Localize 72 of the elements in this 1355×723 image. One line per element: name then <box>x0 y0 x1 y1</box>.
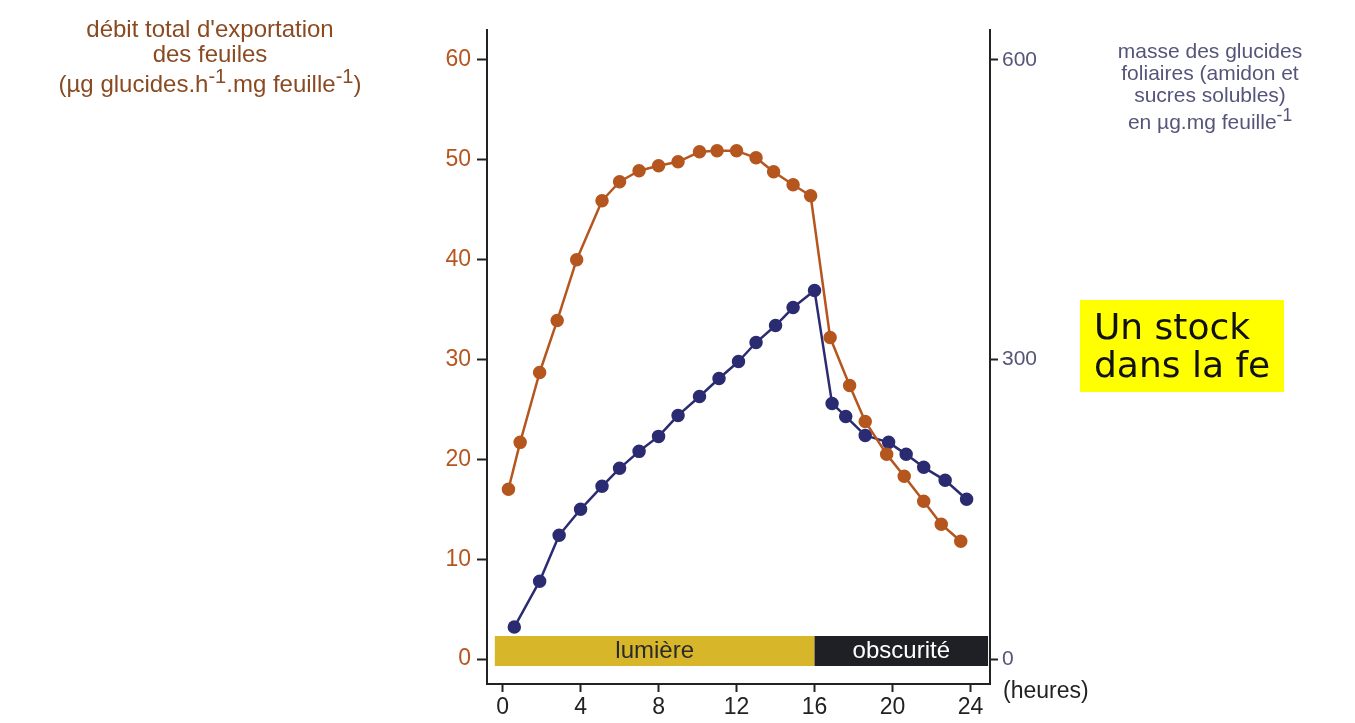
point <box>671 155 685 169</box>
point <box>786 178 800 192</box>
point <box>595 479 609 494</box>
point <box>954 534 968 548</box>
y-tick-label: 0 <box>458 644 471 671</box>
point <box>858 428 872 443</box>
point <box>749 151 763 165</box>
point <box>825 396 839 411</box>
point <box>729 144 744 158</box>
point <box>803 189 818 203</box>
point <box>507 620 522 634</box>
y2-axis-title: masse des glucides foliaires (amidon et sucres solubles) en µg.mg feuille$^{-1}$ <box>1116 39 1304 134</box>
point <box>710 144 724 158</box>
point <box>692 389 707 404</box>
point <box>959 492 974 507</box>
point <box>573 502 588 517</box>
text: Un stock dans la fe <box>1080 300 1285 392</box>
x-tick-label: 0 <box>496 693 509 720</box>
point <box>899 447 913 462</box>
y-tick-label: 50 <box>445 145 471 172</box>
point <box>823 330 837 345</box>
y2-tick-label: 600 <box>1002 46 1038 70</box>
x-tick-label: 24 <box>957 693 984 720</box>
y-tick-label: 30 <box>445 344 471 371</box>
x-tick-label: 20 <box>879 693 906 720</box>
point <box>632 444 646 459</box>
point <box>513 435 527 450</box>
x-tick-label: 16 <box>801 693 828 720</box>
point <box>595 193 609 208</box>
point <box>938 473 952 488</box>
y-axis-title: débit total d'exportation des feuiles (µg glucides.h$^{-1}$.mg feuille$^{-1}$) <box>57 15 363 98</box>
point <box>569 252 584 267</box>
point <box>692 145 707 159</box>
point <box>842 378 857 393</box>
point <box>651 159 666 173</box>
point <box>550 313 564 328</box>
point <box>612 461 627 476</box>
y-tick-label: 20 <box>445 444 471 471</box>
point <box>768 318 783 333</box>
point <box>766 165 781 179</box>
y-tick-label: 40 <box>445 244 471 271</box>
x-tick-label: 12 <box>723 693 750 720</box>
band-label: obscurité <box>852 635 950 663</box>
point <box>749 335 763 350</box>
point <box>532 574 547 588</box>
point <box>934 517 949 531</box>
y2-tick-label: 300 <box>1002 346 1038 370</box>
point <box>858 414 872 429</box>
y-tick-label: 60 <box>445 45 471 72</box>
point <box>881 435 896 450</box>
point <box>651 429 666 444</box>
point <box>916 460 931 475</box>
point <box>807 283 822 298</box>
point <box>532 365 547 380</box>
band-label: lumière <box>615 635 695 663</box>
point <box>552 528 566 542</box>
point <box>879 447 894 462</box>
x-tick-label: 8 <box>652 693 665 720</box>
point <box>501 482 516 497</box>
x-tick-label: 4 <box>574 693 588 720</box>
point <box>632 164 646 178</box>
point <box>731 354 746 369</box>
point <box>916 494 931 509</box>
y2-tick-label: 0 <box>1002 645 1014 669</box>
point <box>671 408 685 423</box>
x-axis-title: (heures) <box>1003 677 1089 703</box>
point <box>838 409 853 424</box>
point <box>786 300 800 315</box>
point <box>897 469 911 484</box>
point <box>612 175 627 189</box>
point <box>712 371 726 386</box>
y-tick-label: 10 <box>445 544 471 571</box>
